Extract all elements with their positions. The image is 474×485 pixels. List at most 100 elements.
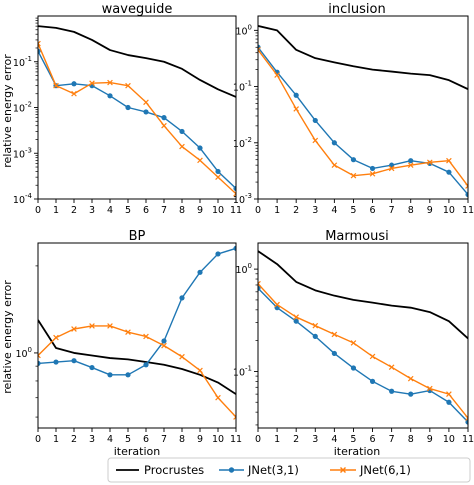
point-jnet61 [407, 375, 414, 382]
point-jnet61 [293, 106, 300, 112]
x-tick-label: 6 [143, 205, 149, 216]
x-tick-label: 3 [312, 434, 318, 445]
point-jnet31 [197, 269, 203, 275]
point-jnet31 [233, 245, 236, 251]
series-line-jnet61-bp [38, 325, 236, 418]
point-jnet31 [293, 92, 299, 98]
y-tick-label: 10-2 [13, 101, 32, 115]
x-tick-label: 6 [370, 205, 376, 216]
y-tick-label: 10-3 [233, 192, 252, 206]
point-jnet31 [38, 48, 41, 54]
x-tick-label: 5 [350, 205, 356, 216]
point-jnet31 [446, 169, 452, 175]
x-tick-label: 5 [125, 205, 131, 216]
x-tick-label: 4 [107, 205, 113, 216]
point-jnet61 [407, 162, 414, 168]
point-jnet31 [143, 109, 149, 115]
x-tick-label: 11 [230, 205, 242, 216]
point-jnet31 [293, 318, 299, 324]
point-jnet31 [215, 168, 221, 175]
y-tick-label: 10-1 [233, 80, 252, 94]
x-tick-label: 2 [293, 434, 299, 445]
point-jnet61 [161, 342, 167, 349]
title-waveguide: waveguide [102, 2, 173, 17]
axes-frame-marmousi [257, 242, 469, 429]
series-line-jnet61-waveguide [38, 43, 236, 195]
x-tick-label: 10 [212, 205, 224, 216]
point-jnet31 [258, 285, 261, 291]
series-line-jnet31-waveguide [38, 50, 236, 189]
legend: Procrustes JNet(3,1) JNet(6,1) [107, 457, 471, 483]
x-tick-label: 2 [71, 205, 77, 216]
point-jnet61 [465, 415, 468, 421]
x-tick-label: 0 [35, 205, 41, 216]
x-tick-label: 0 [255, 205, 261, 216]
point-jnet31 [53, 359, 59, 365]
x-tick-label: 1 [53, 434, 59, 445]
x-tick-label: 3 [312, 205, 318, 216]
series-line-procrustes-marmousi [258, 250, 468, 340]
point-jnet31 [446, 399, 452, 405]
point-jnet61 [179, 353, 185, 360]
point-jnet31 [107, 372, 113, 378]
point-jnet31 [369, 378, 376, 384]
panel-marmousi: 10-1 100 0 1 2 3 4 5 6 7 8 9 10 11 [233, 242, 474, 445]
y-tick-label: 100 [235, 262, 252, 276]
point-jnet61 [426, 385, 433, 392]
x-tick-label: 4 [331, 434, 337, 445]
point-jnet61 [426, 159, 433, 166]
point-jnet31 [89, 364, 95, 371]
x-tick-label: 1 [53, 205, 59, 216]
plot-area-bp [38, 245, 236, 420]
x-tick-label: 10 [212, 434, 224, 445]
x-tick-label: 0 [255, 434, 261, 445]
point-jnet61 [179, 143, 185, 150]
point-jnet31 [312, 117, 318, 124]
point-jnet61 [71, 326, 77, 332]
point-jnet61 [446, 391, 452, 397]
point-jnet61 [369, 353, 376, 360]
point-jnet61 [38, 352, 41, 359]
point-jnet61 [331, 331, 338, 338]
point-jnet61 [388, 165, 395, 172]
x-tick-label: 4 [107, 434, 113, 445]
point-jnet61 [388, 364, 395, 371]
point-jnet61 [293, 314, 300, 320]
title-marmousi: Marmousi [325, 229, 389, 244]
point-jnet61 [53, 334, 59, 341]
point-jnet61 [38, 40, 41, 47]
series-line-procrustes-waveguide [38, 25, 236, 98]
point-jnet61 [125, 82, 131, 89]
axes-frame-bp [37, 242, 237, 429]
y-tick-label: 10-1 [233, 364, 252, 378]
x-tick-label: 1 [274, 205, 280, 216]
point-jnet31 [107, 93, 113, 99]
point-jnet31 [408, 158, 414, 164]
x-tick-label: 3 [89, 205, 95, 216]
x-tick-label: 9 [197, 434, 203, 445]
point-jnet61 [274, 301, 280, 308]
x-tick-label: 1 [274, 434, 280, 445]
series-line-jnet31-inclusion [258, 46, 468, 196]
y-tick-label: 10-4 [13, 192, 33, 206]
point-jnet31 [179, 128, 185, 135]
legend-marker-jnet31 [228, 467, 235, 473]
x-tick-label: 5 [125, 434, 131, 445]
point-jnet61 [53, 82, 59, 89]
x-tick-label: 11 [462, 434, 474, 445]
x-tick-label: 11 [230, 434, 242, 445]
point-jnet31 [71, 81, 77, 87]
y-tick-label: 100 [235, 23, 252, 37]
point-jnet61 [215, 174, 221, 180]
point-jnet31 [161, 338, 167, 344]
panel-bp: 100 0 1 2 3 4 5 6 7 8 9 10 11 [15, 242, 242, 445]
point-jnet61 [107, 323, 113, 329]
point-jnet61 [258, 47, 261, 53]
point-jnet31 [369, 165, 376, 172]
series-line-procrustes-bp [38, 319, 236, 395]
point-jnet61 [312, 137, 319, 144]
point-jnet61 [350, 172, 357, 179]
x-tick-label: 9 [197, 205, 203, 216]
x-tick-label: 9 [427, 434, 433, 445]
legend-frame [107, 457, 471, 483]
